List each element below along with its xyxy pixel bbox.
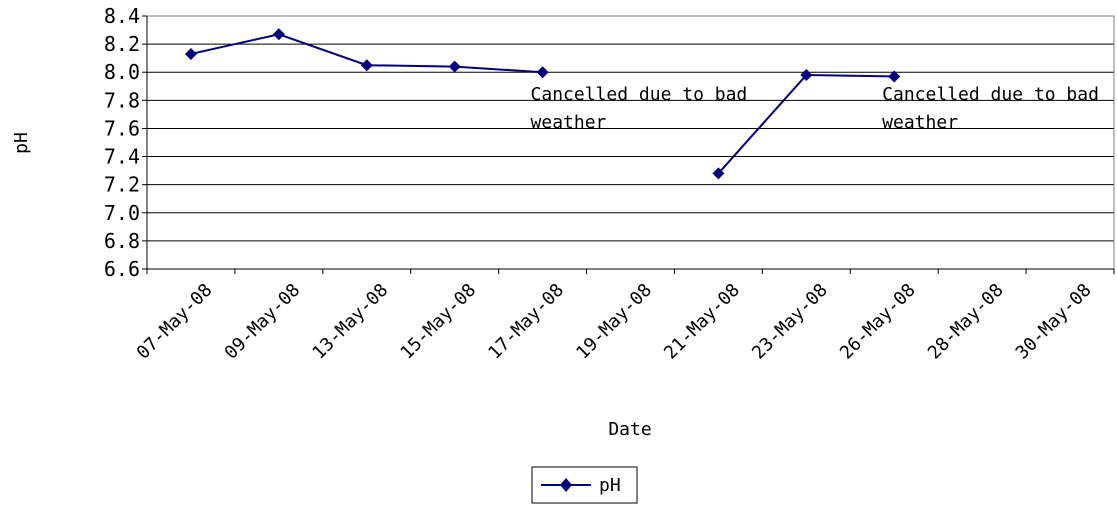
y-tick-label: 7.6 — [104, 116, 140, 140]
x-tick-label: 13-May-08 — [308, 280, 392, 364]
y-tick-label: 8.0 — [104, 60, 140, 84]
series-ph — [184, 28, 901, 180]
x-tick-label: 15-May-08 — [396, 280, 480, 364]
x-tick-label: 17-May-08 — [484, 280, 568, 364]
annotation-text: Cancelled due to bad — [531, 84, 748, 105]
x-axis-ticks: 07-May-08 09-May-08 13-May-08 15-May-08 17-M… — [133, 269, 1115, 364]
x-tick-label: 09-May-08 — [221, 280, 305, 364]
legend: pH — [531, 466, 638, 504]
y-tick-label: 6.8 — [104, 229, 140, 253]
x-tick-label: 19-May-08 — [572, 280, 656, 364]
data-point-09-May-08 — [272, 28, 285, 41]
x-tick-label: 30-May-08 — [1012, 280, 1096, 364]
y-tick-label: 7.8 — [104, 88, 140, 112]
x-tick-label: 21-May-08 — [660, 280, 744, 364]
y-tick-label: 6.6 — [104, 257, 140, 281]
data-point-15-May-08 — [448, 60, 461, 73]
x-tick-label: 26-May-08 — [836, 280, 920, 364]
data-point-13-May-08 — [360, 59, 373, 72]
y-tick-label: 8.4 — [104, 4, 140, 28]
y-tick-label: 7.2 — [104, 173, 140, 197]
annotation-text: weather — [531, 112, 607, 133]
gridlines — [147, 15, 1114, 270]
y-tick-label: 7.0 — [104, 201, 140, 225]
annotations: Cancelled due to bad weather Cancelled due… — [531, 84, 1099, 133]
x-axis-label: Date — [608, 419, 651, 440]
annotation-text: weather — [882, 112, 958, 133]
plot-area-frame — [146, 15, 1115, 270]
x-tick-label: 28-May-08 — [924, 280, 1008, 364]
annotation-text: Cancelled due to bad — [882, 84, 1099, 105]
data-point-07-May-08 — [184, 47, 197, 60]
y-tick-label: 7.4 — [104, 145, 140, 169]
legend-marker — [560, 478, 572, 492]
y-axis-ticks: 8.4 8.2 8.0 7.8 7.6 7.4 7.2 7.0 6.8 6.6 — [104, 4, 147, 281]
data-point-26-May-08 — [888, 70, 901, 83]
y-axis-label: pH — [11, 132, 32, 154]
y-tick-label: 8.2 — [104, 32, 140, 56]
data-point-17-May-08 — [536, 66, 549, 79]
x-tick-label: 07-May-08 — [133, 280, 217, 364]
legend-label: pH — [599, 475, 621, 496]
x-tick-label: 23-May-08 — [748, 280, 832, 364]
data-point-21-May-08 — [712, 167, 725, 180]
data-point-23-May-08 — [800, 69, 813, 82]
